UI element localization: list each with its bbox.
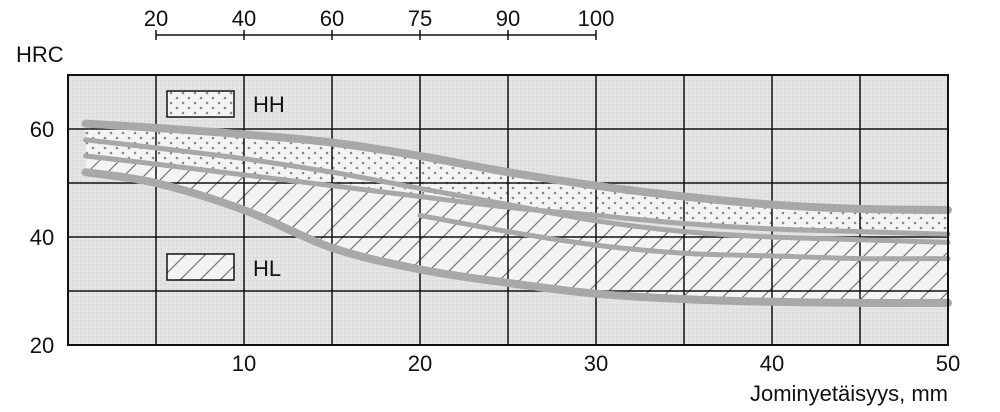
boundary-line xyxy=(83,153,951,237)
top-axis-label: 40 xyxy=(232,6,256,31)
x-tick-label: 50 xyxy=(936,351,960,376)
y-tick-label: 60 xyxy=(30,117,54,142)
top-axis-label: 90 xyxy=(496,6,520,31)
y-tick-label: 20 xyxy=(30,333,54,358)
boundary-line xyxy=(81,168,952,307)
legend-label-hl: HL xyxy=(253,256,281,281)
legend-swatch-hh xyxy=(166,90,235,118)
band-hh xyxy=(85,123,949,235)
legend-label-hh: HH xyxy=(253,92,285,117)
x-axis-ticks: 10 20 30 40 50 xyxy=(232,351,960,376)
x-axis-title: Jominyetäisyys, mm xyxy=(750,381,948,406)
y-axis-title: HRC xyxy=(16,42,64,67)
plot-frame xyxy=(67,74,949,346)
x-tick-label: 40 xyxy=(760,351,784,376)
x-tick-label: 30 xyxy=(584,351,608,376)
legend-swatch-hl xyxy=(166,253,235,281)
top-axis: 20 40 60 75 90 100 xyxy=(144,6,615,40)
boundary-line xyxy=(81,119,952,214)
lines-layer xyxy=(81,119,952,307)
top-axis-label: 75 xyxy=(408,6,432,31)
y-axis-ticks: 20 40 60 xyxy=(30,117,54,358)
top-axis-label: 60 xyxy=(320,6,344,31)
y-tick-label: 40 xyxy=(30,225,54,250)
top-axis-label: 20 xyxy=(144,6,168,31)
top-axis-label: 100 xyxy=(578,6,615,31)
boundary-line xyxy=(83,137,951,245)
x-tick-label: 20 xyxy=(408,351,432,376)
x-tick-label: 10 xyxy=(232,351,256,376)
boundary-line xyxy=(417,212,951,262)
legend: HH HL xyxy=(166,90,285,281)
